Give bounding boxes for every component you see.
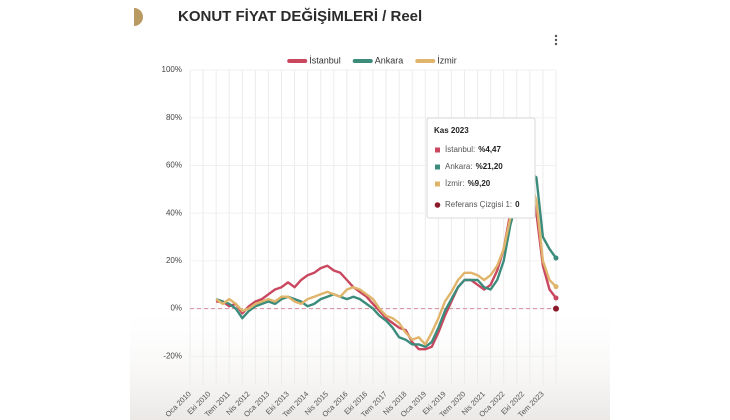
tooltip-label: Ankara: [445, 162, 473, 171]
y-tick-label: 0% [170, 304, 182, 313]
legend-label: İzmir [437, 55, 457, 65]
tooltip-value: %9,20 [468, 179, 491, 188]
chart-title: KONUT FİYAT DEĞİŞİMLERİ / Reel [178, 7, 422, 25]
end-marker [553, 255, 559, 261]
legend-label: Ankara [375, 55, 404, 65]
tooltip: Kas 2023 İstanbul: %4,47 Ankara: %21,20 İzmir… [426, 117, 536, 219]
series-line [215, 171, 557, 348]
y-tick-label: 80% [166, 113, 182, 122]
tooltip-value: %21,20 [476, 162, 504, 171]
tooltip-swatch [435, 164, 440, 170]
tooltip-swatch [434, 202, 441, 208]
series-line [215, 176, 557, 346]
y-tick-label: 60% [166, 161, 182, 170]
y-tick-label: 40% [166, 208, 182, 217]
y-tick-label: 100% [162, 65, 182, 74]
menu-dot [554, 38, 558, 42]
tooltip-swatch [435, 181, 440, 187]
tooltip-swatch [435, 147, 440, 153]
logo [134, 8, 143, 26]
y-tick-label: -20% [163, 351, 182, 360]
tooltip-box [426, 117, 536, 219]
menu-button[interactable] [554, 34, 558, 46]
tooltip-value: %4,47 [478, 145, 501, 154]
tooltip-label: Referans Çizgisi 1: [445, 200, 512, 209]
tooltip-label: İstanbul: [445, 145, 475, 154]
tooltip-label: İzmir: [445, 179, 465, 188]
lines [190, 171, 559, 351]
legend-label: İstanbul [309, 55, 341, 65]
menu-dot [554, 42, 558, 46]
tooltip-value: 0 [515, 200, 520, 209]
tooltip-title: Kas 2023 [434, 126, 469, 135]
reference-marker [553, 305, 559, 312]
menu-dot [554, 34, 558, 38]
end-marker [553, 295, 559, 301]
legend: İstanbul Ankara İzmir [287, 55, 457, 65]
y-tick-label: 20% [166, 256, 182, 265]
end-marker [553, 284, 559, 290]
